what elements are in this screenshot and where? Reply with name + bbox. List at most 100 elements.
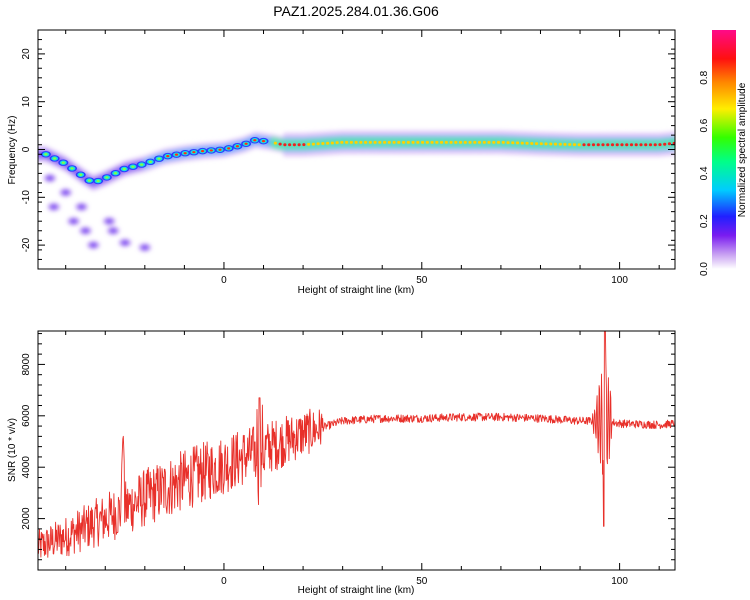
spectrogram-x-tick-labels: 0 50 100: [221, 275, 628, 286]
spectrogram-peak: [430, 140, 434, 144]
spectrogram-y-tick-label: -20: [21, 237, 32, 252]
spectrogram-peak: [539, 142, 543, 146]
spectrogram-peak: [326, 141, 330, 145]
spectrogram-bead-peak: [174, 153, 179, 156]
spectrogram-peak: [553, 142, 558, 146]
spectrogram-peak: [501, 140, 505, 144]
spectrogram-peak: [591, 143, 596, 147]
spectrogram-bead-peak: [96, 179, 100, 183]
snr-y-tick-labels: 2000 4000 6000 8000: [21, 353, 32, 530]
spectrogram-peak: [444, 140, 448, 144]
spectrogram-peak: [364, 140, 368, 144]
spectrogram-blob-core: [82, 228, 89, 233]
spectrogram-peak: [416, 140, 420, 144]
spectrogram-peak: [278, 142, 282, 146]
spectrogram-bead-peak: [113, 172, 118, 175]
snr-x-tick-label: 0: [221, 576, 227, 587]
figure-title: PAZ1.2025.284.01.36.G06: [273, 3, 439, 19]
spectrogram-bead-peak: [157, 157, 161, 160]
spectrogram-peak: [406, 140, 410, 144]
spectrogram-bead-peak: [261, 140, 266, 143]
spectrogram-y-tick-label: 10: [21, 96, 32, 108]
spectrogram-bead-peak: [70, 167, 74, 170]
spectrogram-peak: [667, 142, 672, 146]
spectrogram-peak: [307, 142, 311, 146]
spectrogram-peak: [392, 140, 396, 144]
spectrogram-peak: [354, 140, 358, 144]
spectrogram-peak: [658, 143, 662, 147]
spectrogram-bead-peak: [148, 160, 152, 163]
spectrogram-blob-core: [141, 245, 148, 250]
spectrogram-peak: [577, 143, 581, 147]
spectrogram-peak: [606, 143, 610, 147]
spectrogram-blob-core: [106, 219, 113, 224]
spectrogram-y-tick-label: 0: [21, 146, 32, 152]
spectrogram-peak: [425, 140, 429, 144]
spectrogram-peak: [549, 142, 553, 146]
spectrogram-peak: [311, 142, 315, 146]
snr-y-tick-label: 2000: [21, 507, 32, 530]
spectrogram-blob-core: [90, 243, 97, 248]
spectrogram-y-label: Frequency (Hz): [7, 116, 18, 185]
colorbar-label: Normalized spectral amplitude: [737, 82, 748, 217]
spectrogram-peak: [349, 140, 353, 144]
spectrogram-peak: [672, 141, 675, 145]
snr-panel: 0 50 100 2000 4000 6000 8000 Height of straig…: [7, 330, 676, 596]
spectrogram-peak: [625, 143, 629, 147]
spectrogram-peak: [292, 143, 296, 147]
spectrogram-peak: [615, 143, 619, 147]
snr-y-tick-label: 4000: [21, 456, 32, 479]
spectrogram-bead-peak: [209, 149, 213, 152]
spectrogram-peak: [515, 141, 520, 145]
spectrogram-y-tick-label: -10: [21, 190, 32, 205]
spectrogram-peak: [582, 143, 586, 147]
spectrogram-peak: [587, 143, 591, 147]
spectrogram-peak: [335, 141, 339, 145]
spectrogram-blob-core: [50, 204, 57, 209]
spectrogram-peak: [648, 143, 653, 147]
colorbar-tick-label: 0.4: [699, 166, 710, 180]
spectrogram-bead-peak: [87, 179, 92, 182]
spectrogram-bead-peak: [192, 151, 196, 154]
spectrogram-peak: [511, 141, 515, 145]
spectrogram-peak: [359, 140, 363, 144]
spectrogram-bead-peak: [61, 161, 65, 164]
colorbar-tick-label: 0.0: [699, 262, 710, 276]
spectrogram-x-tick-label: 50: [416, 275, 428, 286]
colorbar: 0.0 0.2 0.4 0.6 0.8 Normalized spectral ampl…: [699, 30, 748, 276]
spectrogram-bead-peak: [79, 173, 83, 176]
spectrogram-peak: [411, 140, 415, 144]
spectrogram-bead-peak: [105, 176, 109, 179]
spectrogram-peak: [568, 142, 572, 146]
spectrogram-peak: [544, 142, 548, 146]
spectrogram-peak: [530, 141, 534, 145]
spectrogram-x-tick-label: 100: [611, 275, 628, 286]
spectrogram-peak: [439, 140, 444, 144]
spectrogram-peak: [382, 140, 387, 144]
spectrogram-peak: [610, 143, 615, 147]
spectrogram-peak: [644, 143, 648, 147]
spectrogram-peak: [316, 142, 320, 146]
colorbar-tick-label: 0.2: [699, 214, 710, 228]
spectrogram-peak: [653, 143, 657, 147]
spectrogram-peak: [283, 143, 287, 147]
spectrogram-ridge: [40, 137, 675, 185]
spectrogram-bead-peak: [44, 153, 48, 156]
spectrogram-peak: [620, 143, 624, 147]
spectrogram-peak: [496, 140, 501, 144]
spectrogram-peak: [368, 140, 372, 144]
spectrogram-peak: [373, 140, 377, 144]
spectrogram-peak: [330, 141, 334, 145]
spectrogram-peak: [302, 143, 306, 147]
colorbar-tick-label: 0.8: [699, 70, 710, 84]
snr-frame: [37, 330, 676, 571]
spectrogram-peak: [297, 143, 301, 147]
snr-series-line: [38, 331, 675, 558]
snr-y-tick-label: 6000: [21, 404, 32, 427]
spectrogram-peak: [482, 140, 486, 144]
spectrogram-peak: [534, 142, 539, 146]
spectrogram-peak: [420, 140, 425, 144]
spectrogram-blob-core: [46, 176, 53, 181]
spectrogram-peak: [634, 143, 638, 147]
spectrogram-peak: [492, 140, 496, 144]
